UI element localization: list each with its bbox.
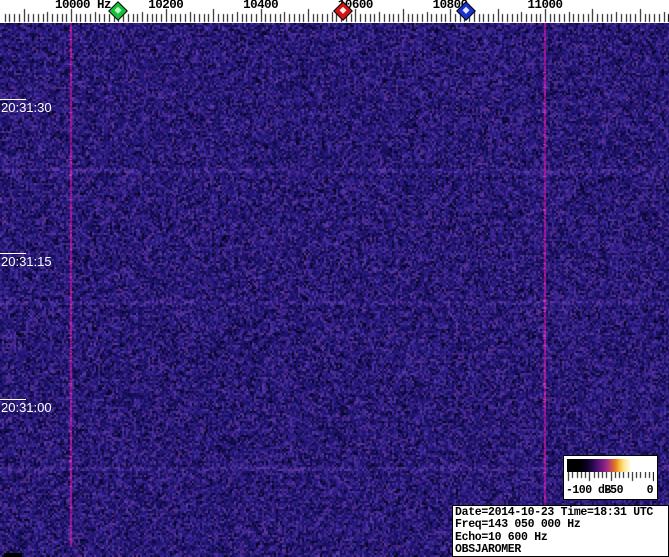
colorbar-ticks [567, 472, 654, 483]
time-label: 20:31:15 [1, 254, 52, 269]
info-frequency: Freq=143 050 000 Hz [455, 518, 581, 532]
freq-label-10000: 10000 Hz [54, 0, 112, 12]
freq-label-11000: 11000 [527, 0, 563, 12]
colorbar-max-label: 0 [646, 484, 654, 497]
waterfall-display [0, 23, 669, 557]
amplitude-colorbar: -100 dB -50 0 [563, 455, 658, 500]
time-label: 20:31:30 [1, 100, 52, 115]
info-date-time: Date=2014-10-23 Time=18:31 UTC [455, 506, 654, 519]
marker-red-inner [339, 6, 347, 14]
frequency-ruler: 10000 Hz 10200 10400 10600 10800 11000 [0, 0, 669, 23]
freq-label-10400: 10400 [243, 0, 279, 12]
marker-green-inner [114, 6, 122, 14]
observation-info-box: Date=2014-10-23 Time=18:31 UTC Freq=143 … [452, 505, 669, 557]
colorbar-mid-label: -50 [603, 484, 624, 497]
time-tick-line [0, 399, 26, 400]
time-tick-line [0, 99, 26, 100]
info-observer: OBSJAROMER [455, 543, 522, 557]
marker-blue-inner [462, 6, 470, 14]
colorbar-min-label: -100 dB [566, 484, 611, 497]
colorbar-gradient [567, 459, 654, 472]
info-echo: Echo=10 600 Hz [455, 530, 548, 544]
time-tick-line [0, 253, 26, 254]
time-label: 20:31:00 [1, 400, 52, 415]
freq-label-10200: 10200 [148, 0, 184, 12]
colorbar-labels: -100 dB -50 0 [564, 484, 657, 498]
waterfall-new-line-mark [4, 553, 22, 557]
